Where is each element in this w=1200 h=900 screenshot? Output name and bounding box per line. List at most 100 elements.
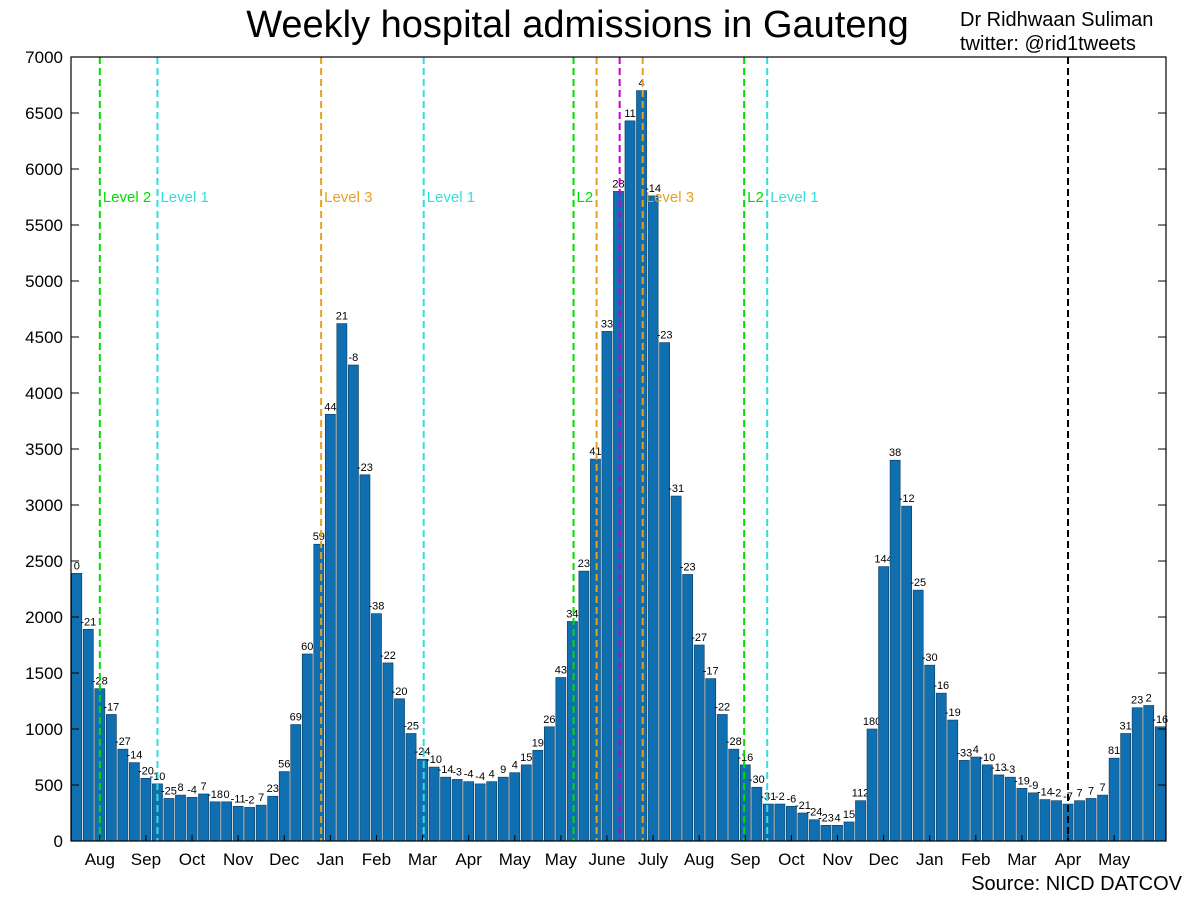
level-label: L2 xyxy=(747,189,764,206)
x-tick-label: July xyxy=(638,850,669,869)
bar-data-label: 21 xyxy=(336,311,348,323)
bar-data-label: -14 xyxy=(1037,787,1053,799)
bar xyxy=(1154,726,1166,842)
bar-data-label: -3 xyxy=(452,766,462,778)
bar xyxy=(647,195,659,842)
bar-data-label: 7 xyxy=(258,792,264,804)
level-label: Level 3 xyxy=(324,189,372,206)
bar-data-label: -28 xyxy=(92,676,108,688)
y-tick-label: 0 xyxy=(54,832,63,851)
bar xyxy=(451,779,463,842)
bar xyxy=(301,653,313,842)
x-tick-label: June xyxy=(589,850,626,869)
bar xyxy=(163,798,175,842)
x-tick-label: Aug xyxy=(684,850,714,869)
x-tick-label: May xyxy=(545,850,578,869)
x-tick-label: Jan xyxy=(916,850,943,869)
bar-data-label: 4 xyxy=(489,769,495,781)
bar xyxy=(613,191,624,842)
bar xyxy=(1074,800,1085,842)
bar xyxy=(509,772,521,842)
bar-data-label: 144 xyxy=(874,554,892,566)
bar xyxy=(497,776,509,842)
bar xyxy=(255,804,267,842)
bar-data-label: -23 xyxy=(357,462,373,474)
bar xyxy=(175,794,186,842)
source-note: Source: NICD DATCOV xyxy=(971,873,1182,895)
bar-data-label: -17 xyxy=(103,701,119,713)
bar xyxy=(866,728,878,842)
bar xyxy=(567,621,578,842)
chart-title: Weekly hospital admissions in Gauteng xyxy=(246,4,909,46)
bar xyxy=(670,495,682,842)
bar xyxy=(267,795,279,842)
bar-data-label: -6 xyxy=(787,793,797,805)
bar-data-label: 180 xyxy=(863,716,881,728)
x-tick-label: Feb xyxy=(362,850,391,869)
bar-data-label: -2 xyxy=(245,794,255,806)
bar xyxy=(463,781,475,842)
bar-data-label: -2 xyxy=(775,791,785,803)
bar xyxy=(371,613,382,842)
bar xyxy=(889,459,901,842)
bar-data-label: -14 xyxy=(438,764,454,776)
bar xyxy=(117,748,129,842)
bar-data-label: 44 xyxy=(324,401,336,413)
bar-data-label: -23 xyxy=(818,812,834,824)
bar xyxy=(186,797,198,842)
bar-data-label: 23 xyxy=(578,558,590,570)
level-label: Level 2 xyxy=(103,189,151,206)
bar-data-label: -28 xyxy=(726,736,742,748)
bar-data-label: -24 xyxy=(806,807,822,819)
y-tick-label: 5000 xyxy=(25,272,63,291)
bar-data-label: -4 xyxy=(187,784,197,796)
bar-data-label: -21 xyxy=(80,616,96,628)
bar xyxy=(474,783,486,842)
bar xyxy=(313,543,325,842)
bar-data-label: -16 xyxy=(737,752,753,764)
bar-data-label: 9 xyxy=(500,764,506,776)
bar-data-label: 0 xyxy=(74,560,80,572)
bar-data-label: -4 xyxy=(475,771,485,783)
y-tick-label: 4000 xyxy=(25,384,63,403)
bar-data-label: -18 xyxy=(207,789,223,801)
bar xyxy=(140,777,152,842)
x-tick-label: Jan xyxy=(317,850,344,869)
bar xyxy=(1051,800,1062,842)
bar-data-label: -11 xyxy=(231,793,246,805)
bar xyxy=(278,771,290,842)
y-tick-label: 3000 xyxy=(25,496,63,515)
bar-data-label: -10 xyxy=(426,754,442,766)
bar xyxy=(1016,788,1028,842)
bar xyxy=(543,726,555,842)
bar xyxy=(970,756,982,842)
bar xyxy=(901,505,913,842)
bar xyxy=(221,801,232,842)
x-tick-label: Dec xyxy=(868,850,899,869)
bar-data-label: 7 xyxy=(1088,785,1094,797)
bar-data-label: -4 xyxy=(464,769,474,781)
bar-data-label: -33 xyxy=(956,747,972,759)
bar-data-label: 7 xyxy=(1076,788,1082,800)
bar xyxy=(417,758,428,842)
bar-data-label: -13 xyxy=(991,762,1007,774)
bar-data-label: 2 xyxy=(1146,692,1152,704)
bar-data-label: 8 xyxy=(177,782,183,794)
bar-data-label: -16 xyxy=(933,680,949,692)
bar xyxy=(209,801,221,842)
bar-data-label: -38 xyxy=(368,601,384,613)
x-tick-label: Oct xyxy=(179,850,206,869)
level-label: L2 xyxy=(577,189,594,206)
bar-data-label: 15 xyxy=(843,809,855,821)
bar-data-label: -17 xyxy=(703,666,719,678)
bar-data-label: -25 xyxy=(403,720,419,732)
bar xyxy=(912,589,924,842)
bar-data-label: -22 xyxy=(380,650,396,662)
bar xyxy=(578,570,590,842)
x-tick-label: Dec xyxy=(269,850,300,869)
bar xyxy=(659,342,670,842)
bar-data-label: 43 xyxy=(555,664,567,676)
bar xyxy=(981,764,993,842)
bar-data-label: -8 xyxy=(349,352,359,364)
